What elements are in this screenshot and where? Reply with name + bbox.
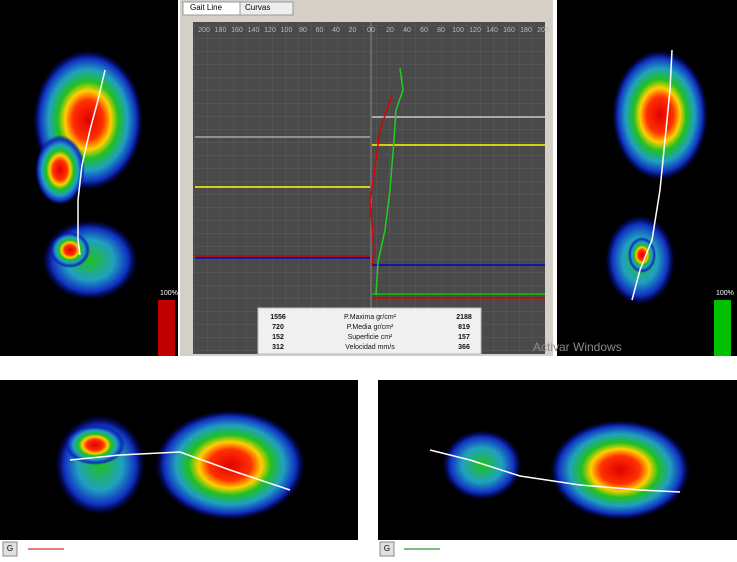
axis-label: 140 [248,27,260,34]
axis-label: 60 [316,27,324,34]
axis-label: 0 [367,27,371,34]
axis-label: 200 [537,27,549,34]
axis-label: 60 [420,27,428,34]
button-label: G [7,544,13,553]
axis-label: 160 [231,27,243,34]
curve [369,94,393,266]
gait-line [429,449,681,493]
button-label: G [384,544,390,553]
scale-label: 100% [160,290,178,297]
gait-line [77,69,106,256]
stat-left: 312 [272,344,284,351]
heatmap [550,420,690,520]
watermark: Activar Windows [533,340,622,354]
tab-label: Gait Line [190,3,223,12]
stat-right: 2188 [456,314,472,321]
curve [375,67,404,296]
axis-label: 180 [215,27,227,34]
axis-label: 140 [486,27,498,34]
heatmap [155,410,305,520]
stat-label: Superficie cm² [348,334,393,341]
stats: 1556 P.Maxima gr/cm² 2188 720 P.Media gr/cm²… [270,314,472,351]
stat-right: 819 [458,324,470,331]
button[interactable] [2,541,18,557]
axis-label: 40 [403,27,411,34]
axis-label: 80 [437,27,445,34]
stat-right: 366 [458,344,470,351]
heatmap [612,50,708,180]
button[interactable] [379,541,395,557]
scale-bar [158,300,175,356]
axis-label: 0 [371,27,375,34]
stat-label: P.Maxima gr/cm² [344,314,397,321]
gait-line [631,49,673,301]
axis-label: 80 [299,27,307,34]
stat-right: 157 [458,334,470,341]
axis-label: 200 [198,27,210,34]
heatmap [50,232,90,268]
stat-left: 152 [272,334,284,341]
grid [193,22,545,354]
tab-label: Curvas [245,3,270,12]
axis-label: 160 [503,27,515,34]
scale-label: 100% [716,290,734,297]
stat-left: 720 [272,324,284,331]
axis-label: 120 [264,27,276,34]
gait-line [69,451,291,491]
axis-label: 120 [469,27,481,34]
axis-label: 180 [520,27,532,34]
stat-label: Velocidad mm/s [345,344,395,351]
stat-left: 1556 [270,314,286,321]
axis-label: 20 [386,27,394,34]
heatmap [35,135,85,205]
axis-label: 100 [281,27,293,34]
toolbar [378,540,737,562]
toolbar [0,540,358,562]
axes: 200 180 160 140 120 100 80 60 40 20 0 0 20 40 60 80 100 1… [198,27,549,34]
axis-label: 20 [349,27,357,34]
tab[interactable] [239,1,294,16]
heatmap [442,430,522,500]
axis-label: 40 [332,27,340,34]
scale-bar [714,300,731,356]
heatmap [65,425,125,465]
stats-box [257,307,482,355]
stat-label: P.Media gr/cm² [347,324,394,331]
axis-label: 100 [452,27,464,34]
